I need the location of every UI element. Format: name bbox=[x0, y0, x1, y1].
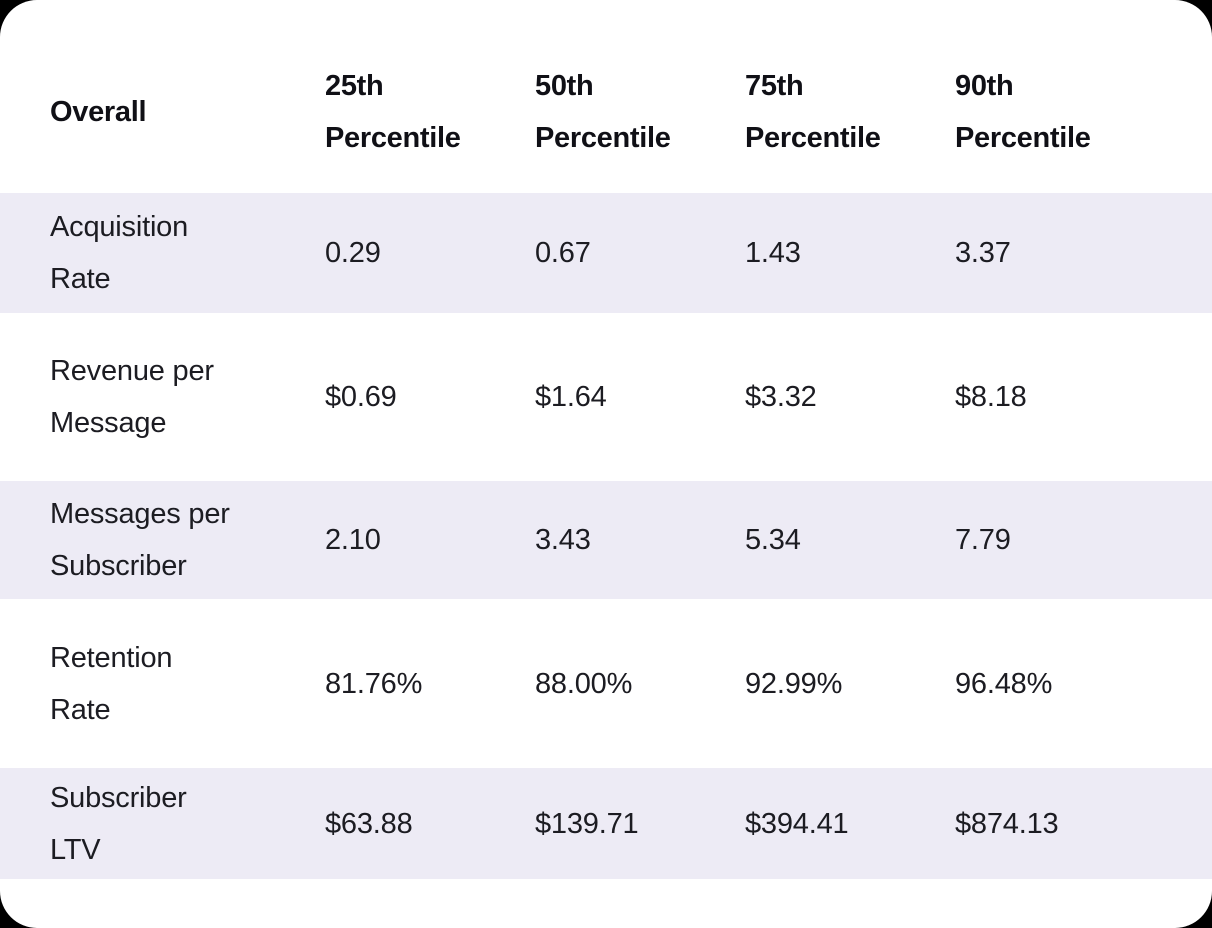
table-header-row: Overall 25th Percentile 50th Percentile bbox=[0, 30, 1212, 193]
metric-label-line1: Revenue per bbox=[50, 355, 214, 387]
table-row-retention-rate: Retention Rate 81.76% 88.00% 92.99% 96.4… bbox=[0, 599, 1212, 768]
col-header-overall: Overall bbox=[50, 95, 147, 128]
col-header-75th-percentile: 75th Percentile bbox=[726, 30, 936, 193]
col-header-50th-percentile: 50th Percentile bbox=[516, 30, 726, 193]
col-header-50th-line1: 50th bbox=[535, 69, 594, 102]
cell-value-50th: 0.67 bbox=[535, 237, 591, 269]
col-header-75th-line1: 75th bbox=[745, 69, 804, 102]
cell-value-25th: $63.88 bbox=[325, 807, 413, 840]
metric-label-line2: Subscriber bbox=[50, 550, 187, 582]
col-header-25th-percentile: 25th Percentile bbox=[306, 30, 516, 193]
cell-value-25th: 2.10 bbox=[325, 524, 381, 556]
cell-value-90th: $874.13 bbox=[955, 807, 1059, 840]
col-header-90th-line2: Percentile bbox=[955, 121, 1091, 154]
cell-value-50th: $139.71 bbox=[535, 807, 639, 840]
cell-value-50th: 3.43 bbox=[535, 524, 591, 556]
metric-label-line2: LTV bbox=[50, 833, 101, 866]
metric-label: Messages per Subscriber bbox=[0, 481, 306, 599]
col-header-90th-percentile: 90th Percentile bbox=[936, 30, 1212, 193]
col-header-75th-line2: Percentile bbox=[745, 121, 881, 154]
col-header-25th-line1: 25th bbox=[325, 69, 384, 102]
metric-label: Retention Rate bbox=[0, 599, 306, 768]
metric-label-line1: Retention bbox=[50, 641, 173, 674]
metric-label-line1: Acquisition bbox=[50, 211, 189, 243]
table-row-acquisition-rate: Acquisition Rate 0.29 0.67 1.43 3.37 bbox=[0, 193, 1212, 313]
cell-value-25th: 81.76% bbox=[325, 667, 423, 700]
cell-value-25th: 0.29 bbox=[325, 237, 381, 269]
cell-value-50th: 88.00% bbox=[535, 667, 633, 700]
cell-value-25th: $0.69 bbox=[325, 381, 397, 413]
metric-label-line2: Message bbox=[50, 407, 167, 439]
col-header-25th-line2: Percentile bbox=[325, 121, 461, 154]
cell-value-75th: $3.32 bbox=[745, 381, 817, 413]
cell-value-90th: 3.37 bbox=[955, 237, 1011, 269]
cell-value-75th: $394.41 bbox=[745, 807, 849, 840]
cell-value-50th: $1.64 bbox=[535, 381, 607, 413]
metric-label: Subscriber LTV bbox=[0, 768, 306, 879]
cell-value-90th: 96.48% bbox=[955, 667, 1053, 700]
cell-value-75th: 1.43 bbox=[745, 237, 801, 269]
table-row-revenue-per-message: Revenue per Message $0.69 $1.64 $3.32 $8… bbox=[0, 313, 1212, 481]
metric-label-line2: Rate bbox=[50, 693, 111, 726]
cell-value-75th: 5.34 bbox=[745, 524, 801, 556]
cell-value-90th: $8.18 bbox=[955, 381, 1027, 413]
cell-value-75th: 92.99% bbox=[745, 667, 843, 700]
metric-label-line1: Subscriber bbox=[50, 781, 187, 814]
col-header-90th-line1: 90th bbox=[955, 69, 1014, 102]
metric-label: Acquisition Rate bbox=[0, 193, 306, 313]
table-row-messages-per-subscriber: Messages per Subscriber 2.10 3.43 5.34 7… bbox=[0, 481, 1212, 599]
metric-label-line2: Rate bbox=[50, 263, 111, 295]
cell-value-90th: 7.79 bbox=[955, 524, 1011, 556]
col-header-50th-line2: Percentile bbox=[535, 121, 671, 154]
percentile-metrics-table: Overall 25th Percentile 50th Percentile bbox=[0, 30, 1212, 879]
metric-label-line1: Messages per bbox=[50, 498, 230, 530]
table-row-subscriber-ltv: Subscriber LTV $63.88 $139.71 $394.41 $8… bbox=[0, 768, 1212, 879]
metric-label: Revenue per Message bbox=[0, 313, 306, 481]
